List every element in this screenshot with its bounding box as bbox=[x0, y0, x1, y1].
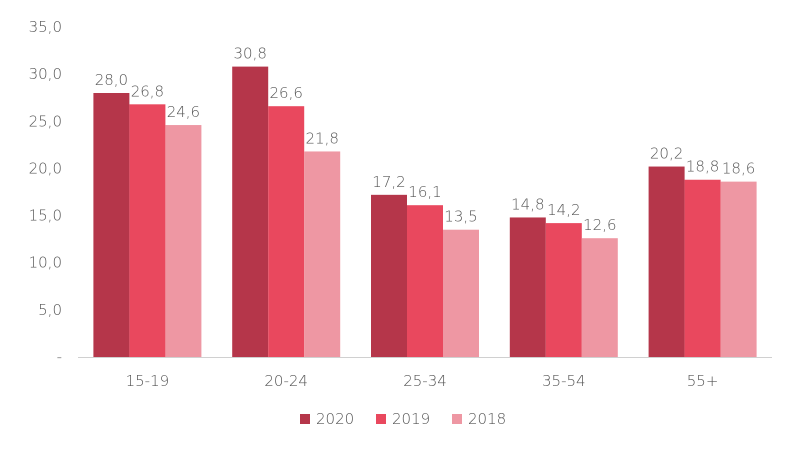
bar-2019-55+ bbox=[684, 179, 721, 357]
data-label-2020-35-54: 14,8 bbox=[511, 195, 544, 213]
bar-2019-15-19 bbox=[129, 104, 166, 357]
data-label-2020-55+: 20,2 bbox=[650, 145, 683, 163]
data-label-2019-20-24: 26,6 bbox=[269, 84, 302, 102]
data-labels-group: 28,026,824,6 30,8 26,6 21,8 17,216,113,5 14,8… bbox=[95, 45, 756, 235]
bar-2018-15-19 bbox=[165, 125, 202, 357]
bar-2020-20-24 bbox=[232, 66, 269, 357]
x-axis-category-labels: 15-19 20-24 25-34 35-54 55+ bbox=[126, 372, 719, 390]
y-tick-label: 10,0 bbox=[29, 254, 62, 272]
data-label-2019-15-19: 26,8 bbox=[131, 82, 164, 100]
data-label-2018-55+: 18,6 bbox=[722, 160, 755, 178]
category-label: 55+ bbox=[687, 372, 719, 390]
legend-swatch-2018 bbox=[452, 414, 462, 424]
data-label-2019-25-34: 16,1 bbox=[408, 183, 441, 201]
bar-2020-35-54 bbox=[509, 217, 546, 357]
data-label-2018-25-34: 13,5 bbox=[444, 208, 477, 226]
bar-2020-25-34 bbox=[371, 194, 407, 357]
data-label-2018-15-19: 24,6 bbox=[167, 103, 200, 121]
data-label-2020-15-19: 28,0 bbox=[95, 71, 128, 89]
y-tick-label: 20,0 bbox=[29, 159, 62, 177]
y-tick-label: 35,0 bbox=[29, 18, 62, 36]
y-tick-label: 15,0 bbox=[29, 207, 62, 225]
y-tick-label: 5,0 bbox=[38, 301, 62, 319]
legend-swatch-2019 bbox=[376, 414, 386, 424]
bar-2018-35-54 bbox=[581, 238, 618, 357]
legend-label-2018: 2018 bbox=[468, 410, 506, 428]
bar-2018-25-34 bbox=[443, 229, 479, 357]
data-label-2020-25-34: 17,2 bbox=[372, 173, 405, 191]
bar-2019-35-54 bbox=[545, 223, 582, 357]
data-label-2018-35-54: 12,6 bbox=[583, 216, 616, 234]
bar-2019-25-34 bbox=[407, 205, 443, 357]
y-tick-label: - bbox=[57, 348, 62, 366]
y-tick-label: 30,0 bbox=[29, 65, 62, 83]
legend: 2020 2019 2018 bbox=[300, 410, 506, 428]
y-axis-tick-labels: - 5,0 10,0 15,0 20,0 25,0 30,0 35,0 bbox=[29, 18, 62, 366]
category-label: 20-24 bbox=[264, 372, 308, 390]
y-tick-label: 25,0 bbox=[29, 112, 62, 130]
data-label-2018-20-24: 21,8 bbox=[305, 129, 338, 147]
legend-swatch-2020 bbox=[300, 414, 310, 424]
category-label: 15-19 bbox=[126, 372, 170, 390]
data-label-2019-55+: 18,8 bbox=[686, 158, 719, 176]
legend-label-2019: 2019 bbox=[392, 410, 430, 428]
category-label: 25-34 bbox=[403, 372, 447, 390]
category-label: 35-54 bbox=[542, 372, 586, 390]
bar-2018-55+ bbox=[720, 181, 757, 357]
bars-group bbox=[93, 66, 757, 357]
bar-2019-20-24 bbox=[268, 106, 305, 357]
bar-2020-55+ bbox=[648, 166, 685, 357]
bar-2018-20-24 bbox=[304, 151, 341, 357]
data-label-2019-35-54: 14,2 bbox=[547, 201, 580, 219]
legend-label-2020: 2020 bbox=[316, 410, 354, 428]
bar-2020-15-19 bbox=[93, 93, 130, 357]
data-label-2020-20-24: 30,8 bbox=[233, 45, 266, 63]
